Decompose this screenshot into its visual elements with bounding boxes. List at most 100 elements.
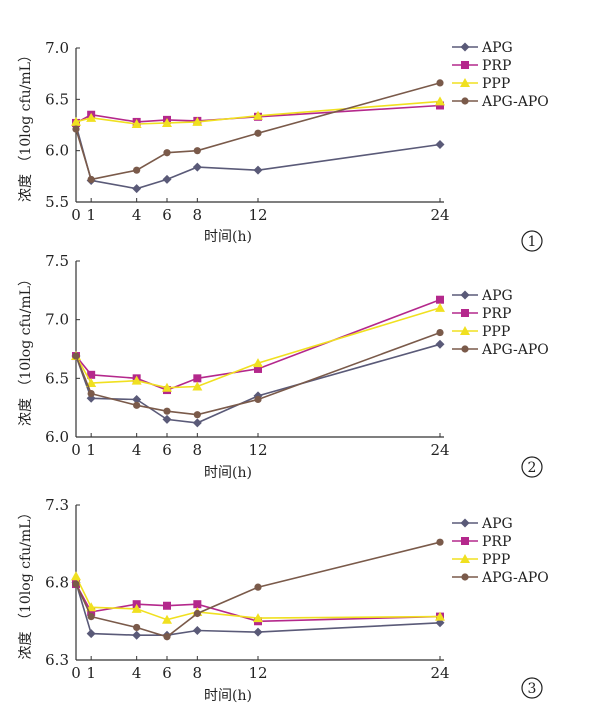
y-tick-label: 6.0 <box>45 142 69 160</box>
data-point <box>86 629 96 639</box>
data-point <box>86 602 97 612</box>
legend-marker <box>461 573 469 581</box>
data-point <box>162 614 172 624</box>
data-point <box>72 352 80 360</box>
data-point <box>436 101 444 110</box>
legend-marker <box>461 61 469 69</box>
data-point <box>71 571 81 581</box>
data-point <box>193 609 201 618</box>
chart-panel-2: 6.0 6.5 7.0 7.5 0 1 4 6 8 12 24 时间(h) 浓度 （10log cfu/… <box>18 252 549 481</box>
legend-marker <box>460 326 470 335</box>
legend-label: APG-APO <box>481 342 549 358</box>
data-point <box>86 112 97 122</box>
data-point <box>131 375 142 385</box>
data-point <box>192 626 202 636</box>
x-tick-label: 0 <box>71 441 81 459</box>
x-tick-label: 8 <box>193 206 203 224</box>
panel-number-circle <box>521 230 543 252</box>
data-point <box>436 538 444 546</box>
data-point <box>253 110 263 120</box>
x-axis-label: 时间(h) <box>204 465 252 481</box>
data-point <box>133 401 141 409</box>
legend-marker <box>460 42 470 52</box>
y-tick-label: 6.5 <box>45 369 69 387</box>
data-point <box>87 613 95 621</box>
x-tick-label: 6 <box>162 441 172 459</box>
data-point <box>163 149 171 157</box>
x-tick-label: 4 <box>132 664 142 682</box>
legend-label: APG-APO <box>481 570 549 586</box>
legend-label: PPP <box>482 76 510 92</box>
x-tick-label: 12 <box>248 441 267 459</box>
data-point <box>435 611 445 621</box>
data-point <box>87 370 96 379</box>
panel-number: 2 <box>528 460 537 476</box>
y-tick-label: 6.0 <box>45 428 69 446</box>
legend-label: PPP <box>482 324 510 340</box>
x-tick-label: 4 <box>132 206 142 224</box>
x-tick-label: 1 <box>86 441 96 459</box>
x-tick-label: 0 <box>71 664 81 682</box>
x-tick-label: 24 <box>430 206 449 224</box>
legend-label: PRP <box>482 534 511 550</box>
data-point <box>133 623 141 632</box>
panel-number: 3 <box>528 681 537 697</box>
data-point <box>163 601 171 610</box>
data-point <box>193 147 201 155</box>
x-tick-label: 1 <box>86 664 96 682</box>
data-point <box>72 125 80 133</box>
data-point <box>162 382 172 392</box>
x-axis-label: 时间(h) <box>204 229 252 245</box>
y-tick-label: 7.0 <box>45 39 69 57</box>
y-tick-label: 6.5 <box>45 90 69 108</box>
x-tick-label: 8 <box>193 441 203 459</box>
x-tick-label: 6 <box>162 664 172 682</box>
data-point <box>131 118 142 128</box>
data-point <box>435 302 445 312</box>
legend-marker <box>460 554 470 563</box>
data-point <box>253 165 263 175</box>
data-point <box>253 613 263 623</box>
x-tick-label: 12 <box>248 664 267 682</box>
x-tick-label: 0 <box>71 206 81 224</box>
data-point <box>71 116 81 126</box>
data-point <box>86 378 97 388</box>
legend-label: APG-APO <box>481 94 549 110</box>
data-point <box>435 339 445 349</box>
data-point <box>131 603 142 613</box>
data-point <box>254 129 262 137</box>
data-point <box>87 389 95 398</box>
x-tick-label: 6 <box>162 206 172 224</box>
data-point <box>253 358 263 368</box>
x-axis-label: 时间(h) <box>204 688 252 704</box>
data-point <box>132 394 142 404</box>
data-point <box>193 411 201 419</box>
data-point <box>253 627 263 637</box>
data-point <box>254 583 262 591</box>
y-tick-label: 6.8 <box>45 574 69 592</box>
data-point <box>133 166 141 174</box>
panel-number-circle <box>521 677 543 699</box>
legend-label: PPP <box>482 552 510 568</box>
x-tick-label: 24 <box>430 664 449 682</box>
data-point <box>162 414 172 424</box>
x-tick-label: 12 <box>248 206 267 224</box>
legend-label: PRP <box>482 58 511 74</box>
y-tick-label: 5.5 <box>45 193 69 211</box>
y-axis-label: 浓度 （10log cfu/mL） <box>18 48 34 202</box>
legend-label: APG <box>481 288 513 304</box>
data-point <box>192 381 203 391</box>
data-point <box>132 630 142 640</box>
y-tick-label: 7.5 <box>45 252 69 270</box>
data-point <box>436 79 444 87</box>
data-point <box>72 580 80 588</box>
x-tick-label: 8 <box>193 664 203 682</box>
legend-marker <box>460 290 470 300</box>
panel-number-circle <box>521 456 543 478</box>
legend-marker <box>461 309 469 317</box>
x-tick-label: 1 <box>86 206 96 224</box>
legend-marker <box>460 518 470 528</box>
series-line <box>75 343 441 424</box>
data-point <box>254 395 262 404</box>
